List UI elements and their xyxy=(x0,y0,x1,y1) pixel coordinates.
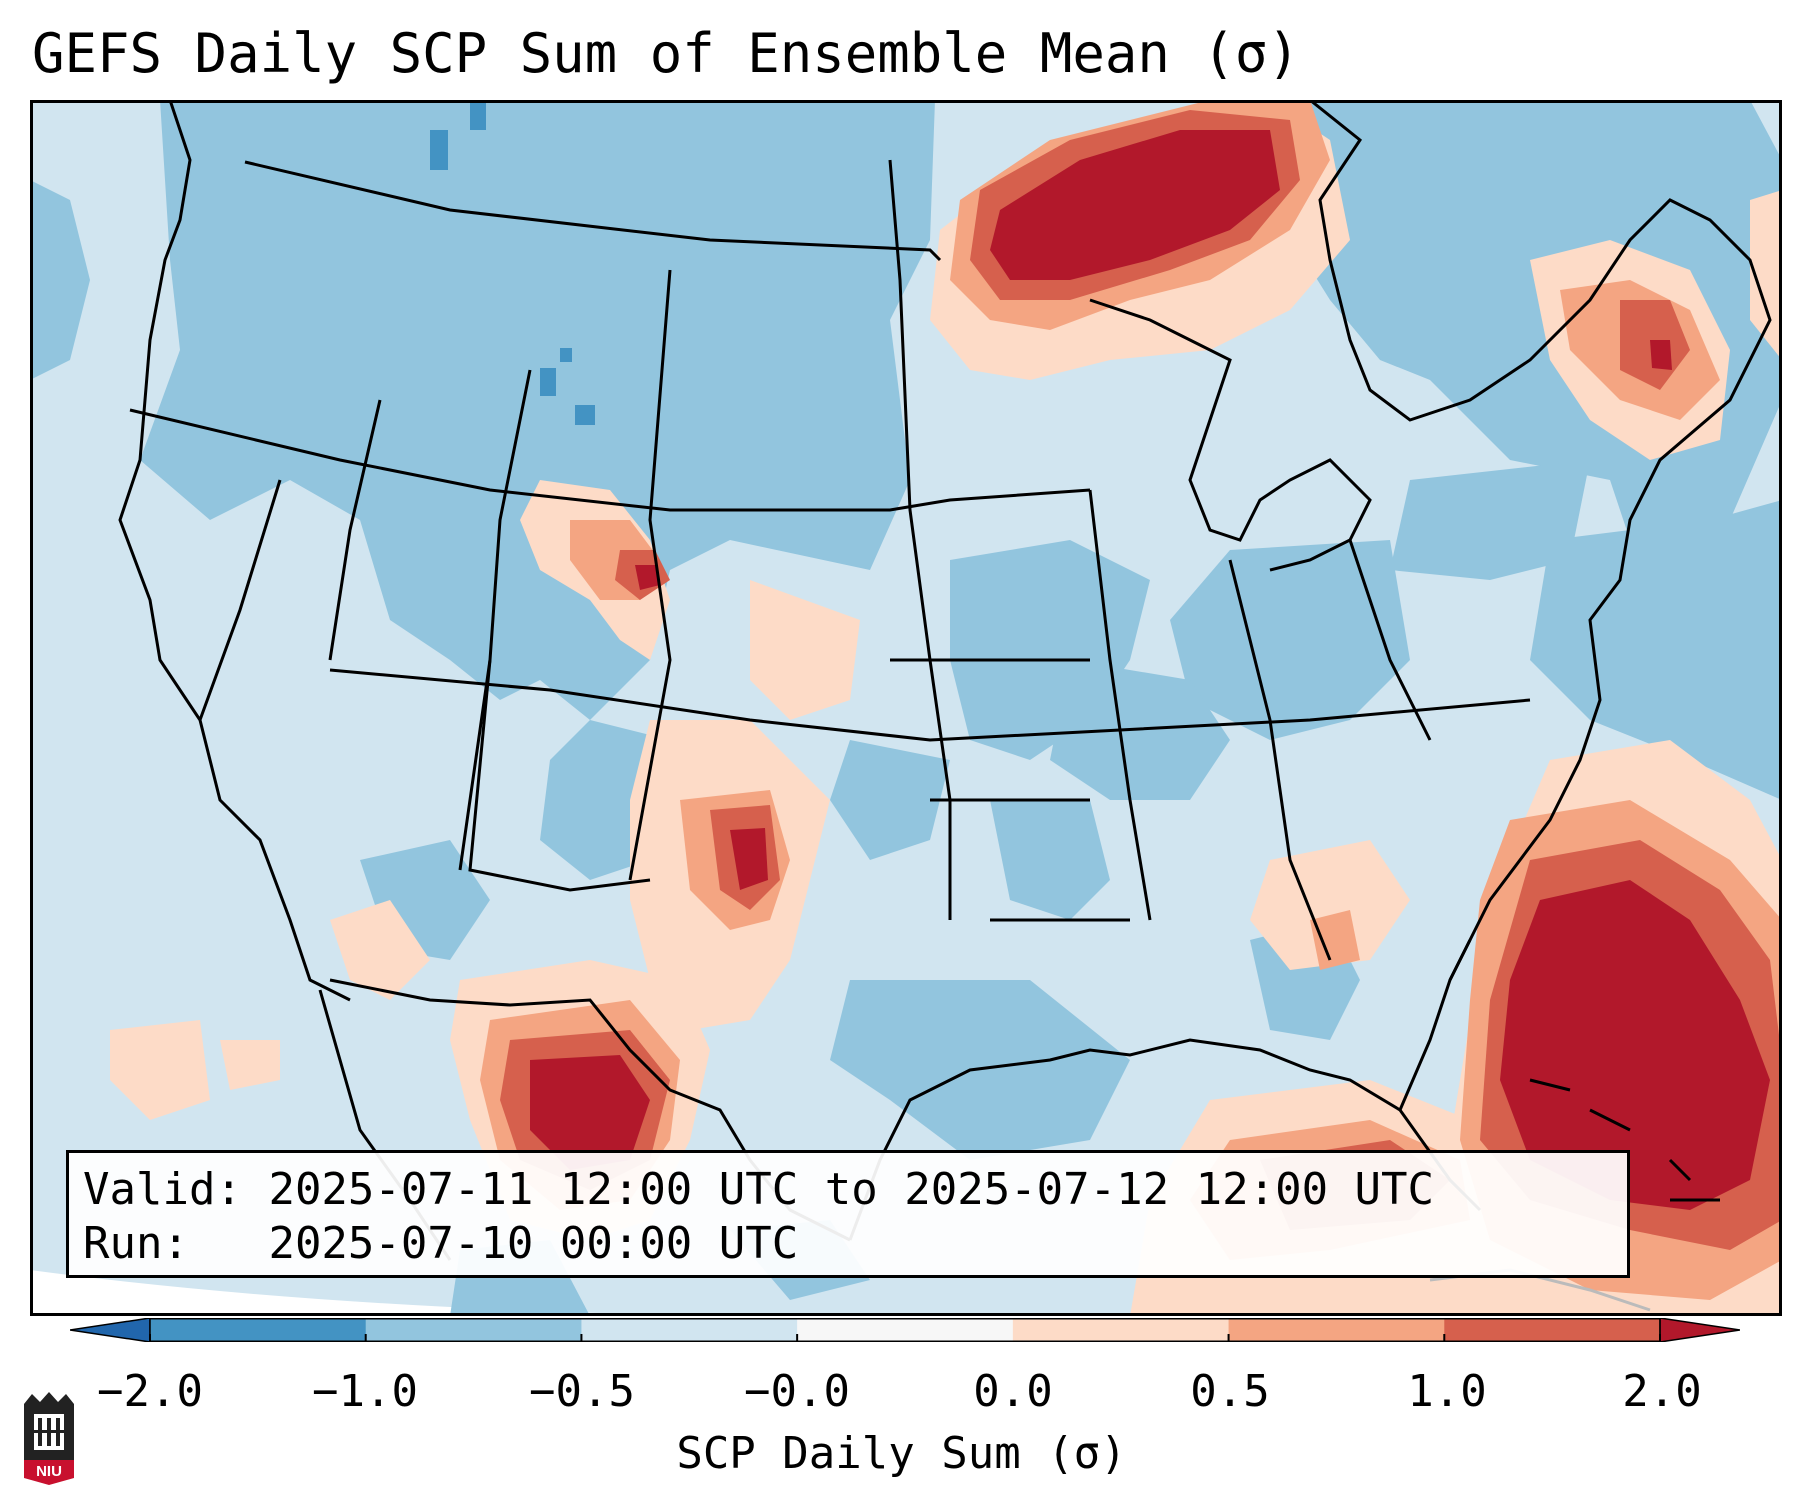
scp-map xyxy=(30,100,1782,1316)
colorbar-bin-3 xyxy=(581,1318,798,1342)
colorbar-label: SCP Daily Sum (σ) xyxy=(676,1428,1127,1479)
colorbar-bin-2 xyxy=(365,1318,582,1342)
logo-text: NIU xyxy=(36,1463,62,1480)
colorbar-over-extension xyxy=(1659,1318,1740,1342)
tick-label-2: −1.0 xyxy=(312,1366,418,1417)
map-frame xyxy=(30,100,1782,1316)
colorbar-under-extension xyxy=(70,1318,151,1342)
map-borders xyxy=(118,100,1772,1261)
outside-domain xyxy=(30,1270,730,1316)
valid-value: 2025-07-11 12:00 UTC to 2025-07-12 12:00… xyxy=(268,1164,1435,1215)
colorbar-frame xyxy=(149,1318,1661,1342)
chart-title: GEFS Daily SCP Sum of Ensemble Mean (σ) xyxy=(32,22,1300,85)
valid-run-info-box: Valid: 2025-07-11 12:00 UTC to 2025-07-1… xyxy=(66,1150,1630,1278)
colorbar-bin-4 xyxy=(797,1318,1014,1342)
tick-label-3: −0.5 xyxy=(529,1366,635,1417)
tick-label-7: 1.0 xyxy=(1407,1366,1487,1417)
tick-label-8: 2.0 xyxy=(1622,1366,1702,1417)
tick-label-6: 0.5 xyxy=(1190,1366,1270,1417)
colorbar xyxy=(70,1318,1740,1342)
canada-border xyxy=(244,160,942,262)
field-dark-red xyxy=(530,130,1770,1210)
west-coast xyxy=(118,100,351,1002)
field-mid-blue xyxy=(430,100,595,425)
state-lines-central xyxy=(888,159,1130,922)
colorbar-bin-6 xyxy=(1228,1318,1445,1342)
valid-label: Valid: xyxy=(83,1164,242,1215)
tick-label-1: −2.0 xyxy=(97,1366,203,1417)
run-label: Run: xyxy=(83,1218,189,1269)
state-lines-south xyxy=(329,659,1531,892)
east-coast xyxy=(1309,100,1772,981)
colorbar-bin-1 xyxy=(150,1318,367,1342)
great-lakes xyxy=(1089,298,1372,572)
state-lines-east xyxy=(1088,489,1432,961)
niu-logo-icon: NIU xyxy=(24,1392,74,1485)
gulf-coast xyxy=(848,1038,1482,1241)
colorbar-bin-5 xyxy=(1012,1318,1230,1342)
state-lines-mid xyxy=(198,269,672,881)
state-lines-north xyxy=(129,408,1091,512)
tick-label-5: 0.0 xyxy=(973,1366,1053,1417)
tick-label-4: −0.0 xyxy=(744,1366,850,1417)
run-value: 2025-07-10 00:00 UTC xyxy=(268,1218,799,1269)
colorbar-bin-7 xyxy=(1444,1318,1661,1342)
